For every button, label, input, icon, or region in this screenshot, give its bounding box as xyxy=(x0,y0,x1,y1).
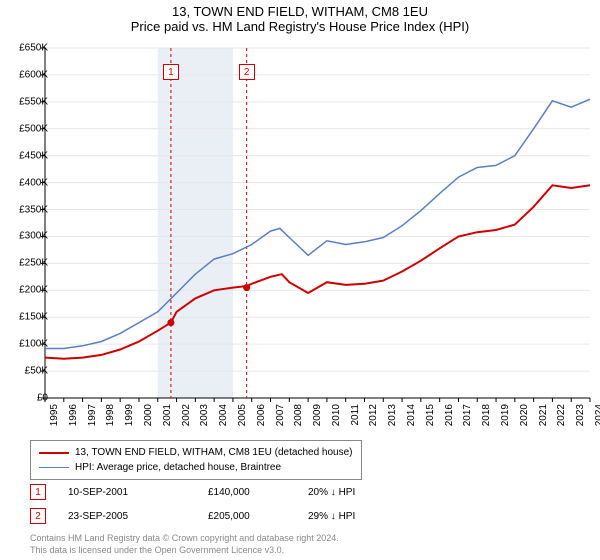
y-tick-label: £100K xyxy=(19,339,48,350)
x-tick-label: 2016 xyxy=(444,404,455,426)
y-tick-label: £50K xyxy=(25,366,48,377)
x-tick-label: 2010 xyxy=(331,404,342,426)
x-tick-label: 2008 xyxy=(293,404,304,426)
legend-label: 13, TOWN END FIELD, WITHAM, CM8 1EU (det… xyxy=(75,445,353,460)
x-tick-label: 2012 xyxy=(368,404,379,426)
y-tick-label: £200K xyxy=(19,285,48,296)
x-tick-label: 2024 xyxy=(594,404,600,426)
x-tick-label: 2002 xyxy=(181,404,192,426)
legend-label: HPI: Average price, detached house, Brai… xyxy=(75,460,281,475)
footnote-line2: This data is licensed under the Open Gov… xyxy=(30,544,339,556)
y-tick-label: £150K xyxy=(19,312,48,323)
legend-item: 13, TOWN END FIELD, WITHAM, CM8 1EU (det… xyxy=(39,445,353,460)
x-tick-label: 2014 xyxy=(406,404,417,426)
y-tick-label: £450K xyxy=(19,150,48,161)
y-tick-label: £350K xyxy=(19,204,48,215)
x-tick-label: 1998 xyxy=(105,404,116,426)
footnote: Contains HM Land Registry data © Crown c… xyxy=(30,532,339,556)
title-line2: Price paid vs. HM Land Registry's House … xyxy=(0,19,600,34)
x-tick-label: 1996 xyxy=(68,404,79,426)
y-tick-label: £650K xyxy=(19,43,48,54)
title-line1: 13, TOWN END FIELD, WITHAM, CM8 1EU xyxy=(0,4,600,19)
y-tick-label: £400K xyxy=(19,177,48,188)
chart-title-block: 13, TOWN END FIELD, WITHAM, CM8 1EU Pric… xyxy=(0,0,600,34)
sale-badge: 1 xyxy=(30,484,46,500)
x-tick-label: 2007 xyxy=(275,404,286,426)
y-tick-label: £300K xyxy=(19,231,48,242)
legend: 13, TOWN END FIELD, WITHAM, CM8 1EU (det… xyxy=(30,440,362,480)
sale-badge: 2 xyxy=(30,508,46,524)
legend-item: HPI: Average price, detached house, Brai… xyxy=(39,460,353,475)
x-tick-label: 2003 xyxy=(199,404,210,426)
legend-swatch xyxy=(39,467,69,468)
line-chart xyxy=(45,48,590,398)
sale-delta: 29% ↓ HPI xyxy=(308,511,408,522)
x-tick-label: 2018 xyxy=(481,404,492,426)
x-tick-label: 2023 xyxy=(575,404,586,426)
sale-price: £140,000 xyxy=(208,487,308,498)
footnote-line1: Contains HM Land Registry data © Crown c… xyxy=(30,532,339,544)
x-tick-label: 2011 xyxy=(350,404,361,426)
sale-row: 1 10-SEP-2001 £140,000 20% ↓ HPI xyxy=(30,484,570,500)
x-tick-label: 2015 xyxy=(425,404,436,426)
x-tick-label: 2021 xyxy=(538,404,549,426)
chart-marker-badge: 1 xyxy=(163,64,179,80)
x-tick-label: 2000 xyxy=(143,404,154,426)
y-tick-label: £500K xyxy=(19,123,48,134)
chart-area xyxy=(45,48,590,398)
sale-date: 10-SEP-2001 xyxy=(68,487,208,498)
sale-row: 2 23-SEP-2005 £205,000 29% ↓ HPI xyxy=(30,508,570,524)
x-tick-label: 2022 xyxy=(556,404,567,426)
y-tick-label: £0 xyxy=(37,393,48,404)
x-tick-label: 2001 xyxy=(162,404,173,426)
x-tick-label: 2020 xyxy=(519,404,530,426)
x-tick-label: 2004 xyxy=(218,404,229,426)
sale-delta: 20% ↓ HPI xyxy=(308,487,408,498)
x-tick-label: 2006 xyxy=(256,404,267,426)
x-tick-label: 2019 xyxy=(500,404,511,426)
x-tick-label: 1997 xyxy=(87,404,98,426)
x-tick-label: 2009 xyxy=(312,404,323,426)
y-tick-label: £550K xyxy=(19,96,48,107)
legend-swatch xyxy=(39,452,69,454)
x-tick-label: 2005 xyxy=(237,404,248,426)
x-tick-label: 1999 xyxy=(124,404,135,426)
x-tick-label: 2017 xyxy=(462,404,473,426)
sale-price: £205,000 xyxy=(208,511,308,522)
x-tick-label: 1995 xyxy=(49,404,60,426)
y-tick-label: £600K xyxy=(19,69,48,80)
x-tick-label: 2013 xyxy=(387,404,398,426)
chart-marker-badge: 2 xyxy=(239,64,255,80)
sale-date: 23-SEP-2005 xyxy=(68,511,208,522)
y-tick-label: £250K xyxy=(19,258,48,269)
